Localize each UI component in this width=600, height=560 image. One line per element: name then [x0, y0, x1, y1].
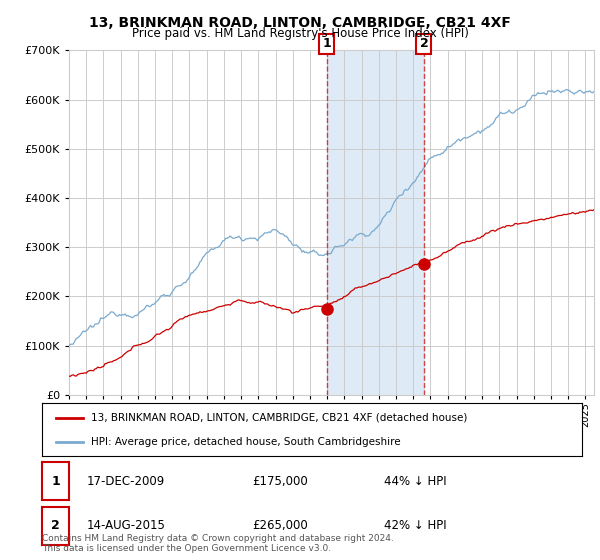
Text: 42% ↓ HPI: 42% ↓ HPI	[384, 519, 446, 533]
Text: 2: 2	[51, 519, 60, 533]
Text: Contains HM Land Registry data © Crown copyright and database right 2024.
This d: Contains HM Land Registry data © Crown c…	[42, 534, 394, 553]
Bar	[326, 50, 424, 395]
Text: 14-AUG-2015: 14-AUG-2015	[87, 519, 166, 533]
Text: 44% ↓ HPI: 44% ↓ HPI	[384, 474, 446, 488]
Text: 1: 1	[322, 38, 331, 50]
Text: 2: 2	[419, 38, 428, 50]
Text: 1: 1	[51, 474, 60, 488]
Text: HPI: Average price, detached house, South Cambridgeshire: HPI: Average price, detached house, Sout…	[91, 437, 400, 447]
Text: 13, BRINKMAN ROAD, LINTON, CAMBRIDGE, CB21 4XF: 13, BRINKMAN ROAD, LINTON, CAMBRIDGE, CB…	[89, 16, 511, 30]
Text: £265,000: £265,000	[252, 519, 308, 533]
Text: Price paid vs. HM Land Registry's House Price Index (HPI): Price paid vs. HM Land Registry's House …	[131, 27, 469, 40]
Text: 13, BRINKMAN ROAD, LINTON, CAMBRIDGE, CB21 4XF (detached house): 13, BRINKMAN ROAD, LINTON, CAMBRIDGE, CB…	[91, 413, 467, 423]
Text: 17-DEC-2009: 17-DEC-2009	[87, 474, 165, 488]
Text: £175,000: £175,000	[252, 474, 308, 488]
